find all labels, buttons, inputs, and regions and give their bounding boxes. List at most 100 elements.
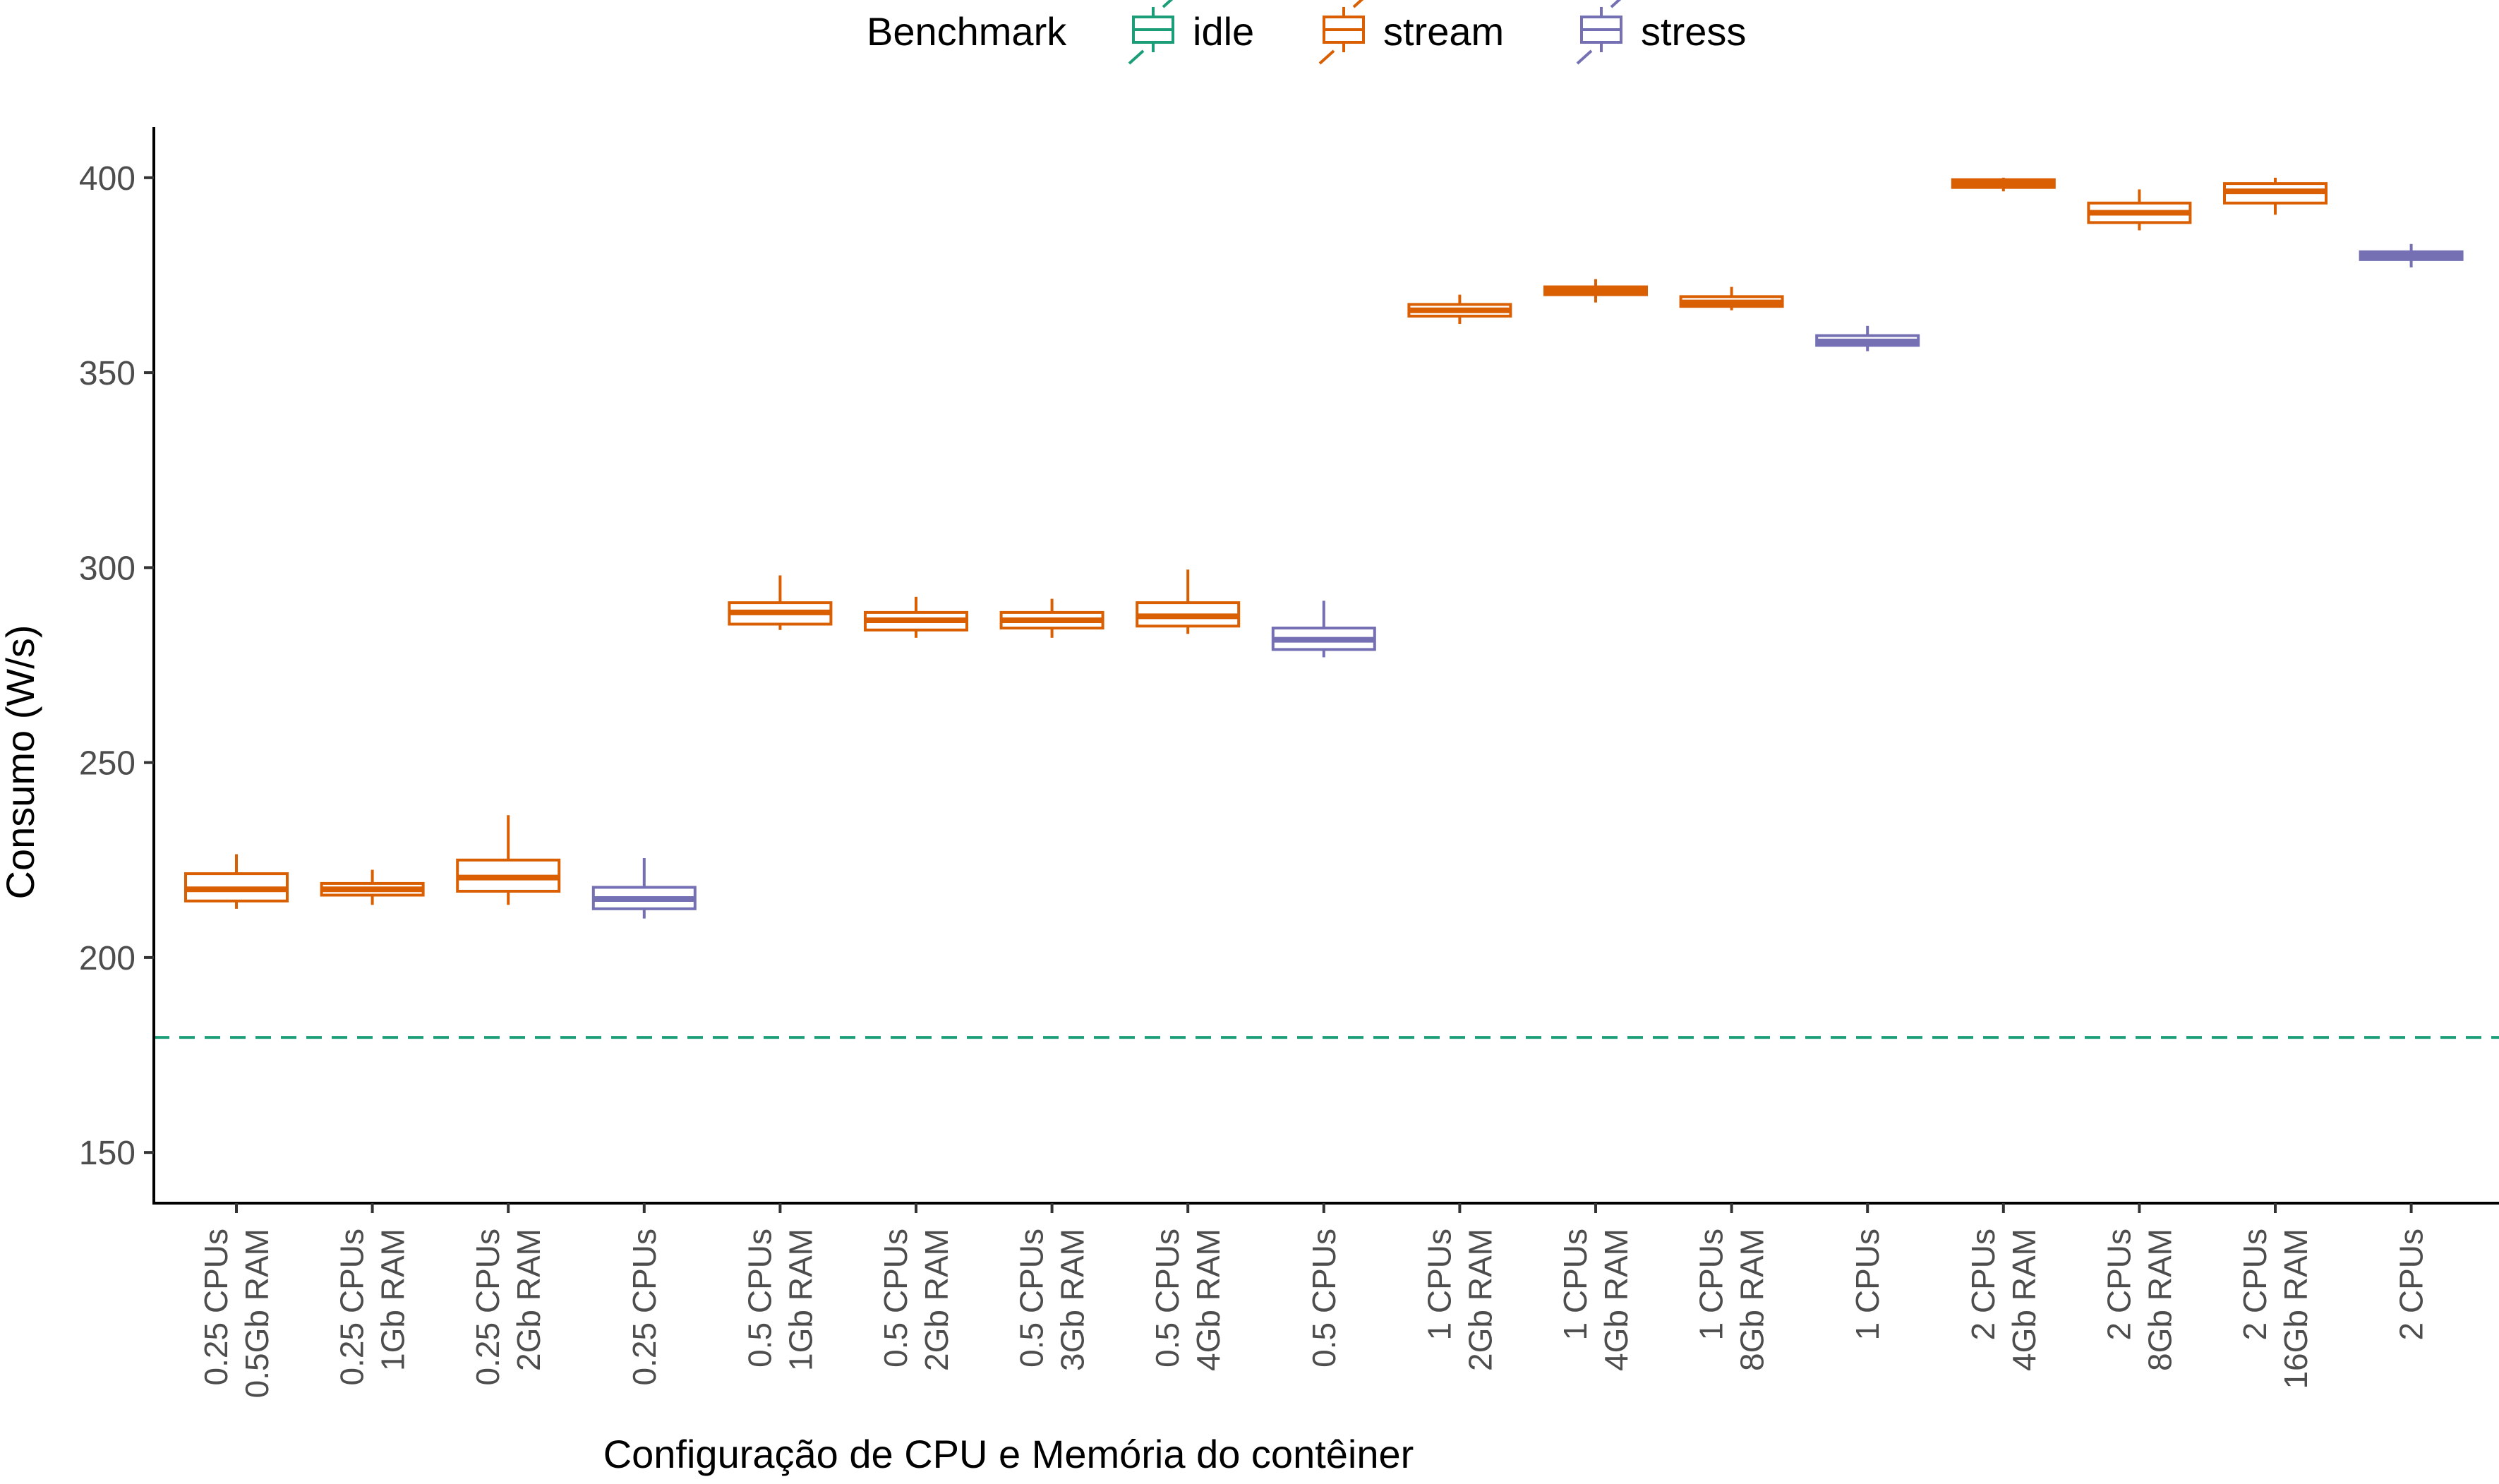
y-axis-title: Consumo (W/s) — [0, 625, 42, 900]
x-tick-label-line: 8Gb RAM — [1734, 1229, 1771, 1371]
legend-key-slash — [1162, 0, 1174, 8]
x-axis-ticks: 0.25 CPUs 0.5Gb RAM 0.25 CPUs 1Gb RAM 0.25 C… — [198, 1203, 2430, 1398]
x-tick-label: 0.5 CPUs — [1306, 1229, 1342, 1368]
x-tick-label-line: 0.25 CPUs — [198, 1229, 234, 1385]
x-tick-label-text: 2 CPUs 8Gb RAM — [2100, 1229, 2178, 1371]
box-1-stream — [184, 854, 289, 909]
x-tick-label-text: 2 CPUs 16Gb RAM — [2236, 1229, 2314, 1389]
x-tick-label-line: 2 CPUs — [2236, 1229, 2273, 1340]
y-tick-label: 150 — [79, 1135, 136, 1172]
legend-entry-idle: idle — [1128, 0, 1254, 65]
legend-key-slash — [1352, 0, 1364, 8]
legend-label: idle — [1193, 9, 1254, 54]
box-13-stress — [1815, 325, 1920, 351]
box-17-stress — [2359, 243, 2464, 267]
box-7-stream — [999, 598, 1104, 638]
x-tick-label-text: 1 CPUs 2Gb RAM — [1421, 1229, 1498, 1371]
x-tick-label-line: 2Gb RAM — [1462, 1229, 1498, 1371]
legend-label: stress — [1641, 9, 1746, 54]
x-tick-label: 0.25 CPUs 1Gb RAM — [334, 1229, 411, 1385]
x-tick-label-text: 0.25 CPUs 1Gb RAM — [334, 1229, 411, 1385]
x-tick-label-text: 0.5 CPUs 1Gb RAM — [741, 1229, 819, 1371]
x-tick-label: 2 CPUs 4Gb RAM — [1965, 1229, 2042, 1371]
box-16-stream — [2223, 177, 2328, 215]
box-6-stream — [864, 596, 968, 638]
box-12-stream — [1679, 286, 1784, 310]
x-tick-label: 2 CPUs 16Gb RAM — [2236, 1229, 2314, 1389]
x-tick-label: 2 CPUs 8Gb RAM — [2100, 1229, 2178, 1371]
box-3-stream — [456, 815, 561, 905]
x-tick-label-line: 2 CPUs — [2393, 1229, 2430, 1340]
x-tick-label-line: 1 CPUs — [1849, 1229, 1886, 1340]
x-tick-label: 1 CPUs 8Gb RAM — [1693, 1229, 1771, 1371]
x-tick-label: 0.25 CPUs 0.5Gb RAM — [198, 1229, 275, 1398]
x-tick-label-line: 0.5 CPUs — [1149, 1229, 1186, 1368]
legend-key-slash — [1318, 49, 1335, 65]
x-tick-label-line: 0.5Gb RAM — [239, 1229, 275, 1398]
x-tick-label-line: 1 CPUs — [1693, 1229, 1730, 1340]
x-tick-label-line: 0.5 CPUs — [1306, 1229, 1342, 1368]
x-tick-label-line: 0.25 CPUs — [469, 1229, 506, 1385]
plot-area — [154, 177, 2499, 1039]
y-tick-label: 350 — [79, 355, 136, 392]
box-9-stress — [1271, 601, 1376, 658]
x-tick-label-text: 2 CPUs 4Gb RAM — [1965, 1229, 2042, 1371]
x-tick-label-text: 0.5 CPUs 2Gb RAM — [877, 1229, 955, 1371]
x-tick-label-text: 2 CPUs — [2393, 1229, 2430, 1340]
box-11-stream — [1543, 279, 1648, 303]
x-tick-label: 1 CPUs 4Gb RAM — [1557, 1229, 1634, 1371]
x-tick-label-text: 1 CPUs — [1849, 1229, 1886, 1340]
x-axis-title: Configuração de CPU e Memória do contêin… — [603, 1432, 1414, 1476]
box-10-stream — [1407, 294, 1512, 325]
x-tick-label-text: 1 CPUs 8Gb RAM — [1693, 1229, 1771, 1371]
x-tick-label-text: 0.25 CPUs — [626, 1229, 663, 1385]
x-tick-label-line: 2 CPUs — [1965, 1229, 2001, 1340]
x-tick-label: 0.5 CPUs 3Gb RAM — [1013, 1229, 1091, 1371]
x-tick-label: 1 CPUs 2Gb RAM — [1421, 1229, 1498, 1371]
y-tick-label: 400 — [79, 160, 136, 198]
legend: Benchmark idle stream stress — [867, 0, 1746, 65]
x-tick-label: 1 CPUs — [1849, 1229, 1886, 1340]
legend-entry-stress: stress — [1576, 0, 1746, 65]
x-tick-label: 0.25 CPUs — [626, 1229, 663, 1385]
y-axis-ticks: 150 200 250 300 350 400 — [79, 160, 154, 1172]
x-tick-label-text: 0.5 CPUs — [1306, 1229, 1342, 1368]
x-tick-label-line: 3Gb RAM — [1054, 1229, 1091, 1371]
x-tick-label: 0.5 CPUs 4Gb RAM — [1149, 1229, 1227, 1371]
x-tick-label-line: 2 CPUs — [2100, 1229, 2137, 1340]
box-4-stress — [591, 858, 697, 919]
x-tick-label-text: 1 CPUs 4Gb RAM — [1557, 1229, 1634, 1371]
legend-key-slash — [1576, 49, 1593, 65]
box-5-stream — [728, 575, 833, 630]
x-tick-label-text: 0.25 CPUs 2Gb RAM — [469, 1229, 547, 1385]
box-2-stream — [320, 869, 425, 905]
legend-entry-stream: stream — [1318, 0, 1504, 65]
box-14-stream — [1951, 177, 2056, 192]
x-tick-label-line: 1Gb RAM — [375, 1229, 411, 1371]
x-tick-label-line: 0.5 CPUs — [1013, 1229, 1050, 1368]
x-tick-label-line: 16Gb RAM — [2277, 1229, 2314, 1389]
x-tick-label-text: 0.5 CPUs 3Gb RAM — [1013, 1229, 1091, 1371]
x-tick-label-line: 1 CPUs — [1557, 1229, 1594, 1340]
x-tick-label-line: 1Gb RAM — [782, 1229, 819, 1371]
legend-title: Benchmark — [867, 9, 1067, 54]
x-tick-label-line: 2Gb RAM — [510, 1229, 547, 1371]
y-tick-label: 200 — [79, 940, 136, 977]
legend-key-slash — [1610, 0, 1622, 8]
x-tick-label: 0.25 CPUs 2Gb RAM — [469, 1229, 547, 1385]
x-tick-label-line: 2Gb RAM — [918, 1229, 955, 1371]
box-8-stream — [1136, 569, 1241, 634]
x-tick-label-line: 8Gb RAM — [2141, 1229, 2178, 1371]
x-tick-label-line: 0.5 CPUs — [877, 1229, 914, 1368]
x-tick-label-line: 1 CPUs — [1421, 1229, 1457, 1340]
legend-label: stream — [1383, 9, 1504, 54]
x-tick-label-line: 0.25 CPUs — [334, 1229, 371, 1385]
y-tick-label: 250 — [79, 745, 136, 783]
y-tick-label: 300 — [79, 550, 136, 587]
x-tick-label-line: 0.5 CPUs — [741, 1229, 778, 1368]
x-tick-label-line: 0.25 CPUs — [626, 1229, 663, 1385]
x-tick-label-line: 4Gb RAM — [1190, 1229, 1227, 1371]
x-tick-label: 0.5 CPUs 1Gb RAM — [741, 1229, 819, 1371]
x-tick-label-text: 0.25 CPUs 0.5Gb RAM — [198, 1229, 275, 1398]
